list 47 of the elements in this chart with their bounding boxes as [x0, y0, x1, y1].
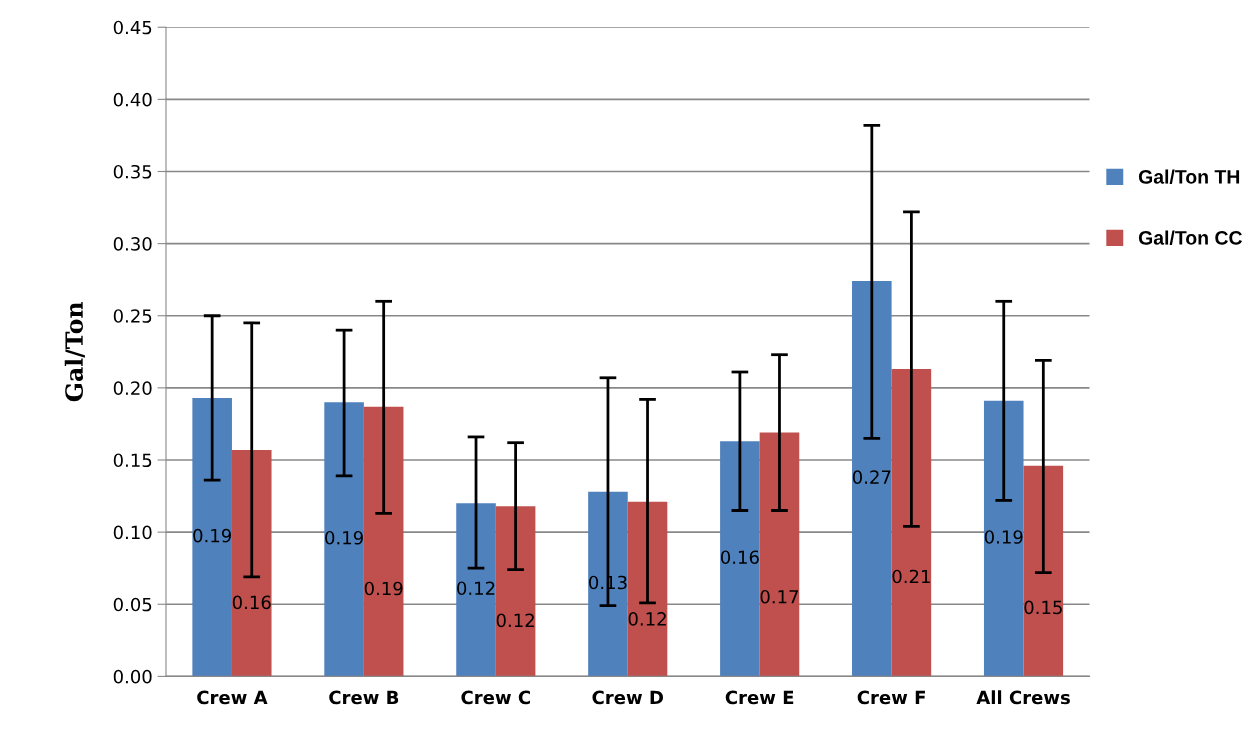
data-label: 0.19 [984, 530, 1023, 544]
x-tick-label: Crew D [592, 690, 663, 705]
data-label: 0.27 [852, 470, 891, 484]
data-label: 0.19 [364, 581, 403, 596]
bar [852, 281, 892, 677]
y-tick-label: 0.45 [113, 20, 152, 35]
bar [588, 491, 628, 677]
legend-label: Gal/Ton CC [1138, 230, 1243, 245]
x-tick-label: Crew C [461, 690, 530, 705]
bar [456, 503, 496, 677]
y-tick-label: 0.15 [113, 453, 152, 468]
data-label: 0.15 [1024, 600, 1062, 615]
data-label: 0.12 [457, 581, 495, 596]
x-tick-label: Crew A [197, 690, 268, 705]
y-tick-label: 0.35 [113, 164, 152, 179]
bar [192, 397, 232, 677]
bar [891, 369, 932, 677]
data-label: 0.21 [892, 569, 930, 584]
bar [759, 432, 800, 677]
bar [231, 449, 272, 677]
x-tick-label: Crew E [725, 690, 794, 705]
bar [983, 400, 1024, 677]
y-tick-label: 0.25 [113, 309, 152, 323]
bar [627, 501, 668, 677]
data-label: 0.12 [496, 613, 534, 628]
y-tick-label: 0.10 [113, 525, 152, 540]
data-label: 0.16 [232, 595, 271, 610]
data-label: 0.19 [193, 528, 231, 543]
y-axis-title: Gal/Ton [64, 301, 85, 402]
y-tick-label: 0.00 [113, 669, 152, 684]
bar [363, 406, 404, 677]
bar [324, 402, 364, 677]
data-label: 0.19 [325, 530, 363, 545]
x-tick-label: Crew F [857, 690, 925, 705]
bar [495, 506, 536, 677]
x-tick-label: Crew B [329, 690, 399, 705]
data-label: 0.16 [720, 550, 759, 565]
data-label: 0.12 [628, 612, 666, 626]
x-tick-label: All Crews [976, 690, 1070, 705]
bar [1023, 465, 1064, 677]
y-tick-label: 0.05 [113, 597, 152, 612]
y-tick-label: 0.20 [113, 381, 152, 395]
bar [720, 441, 760, 677]
legend-label: Gal/Ton TH [1138, 169, 1240, 184]
y-tick-label: 0.40 [113, 92, 152, 107]
y-tick-label: 0.30 [113, 237, 152, 251]
data-label: 0.17 [760, 589, 799, 604]
